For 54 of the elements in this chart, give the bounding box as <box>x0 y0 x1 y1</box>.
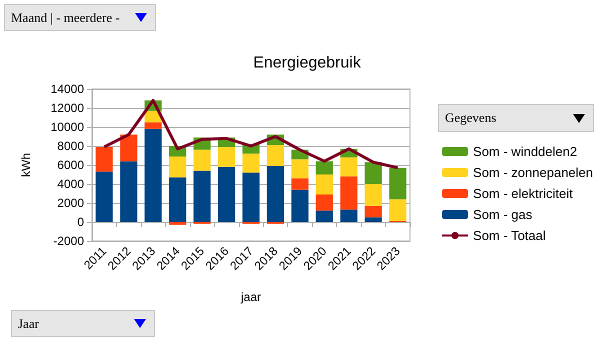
bar <box>389 199 406 222</box>
y-tick-label: 12000 <box>50 101 84 115</box>
bar <box>169 222 186 225</box>
bar <box>316 210 333 222</box>
y-tick-label: 6000 <box>57 158 84 172</box>
bar <box>266 145 284 166</box>
y-tick-label: 2000 <box>57 196 84 210</box>
bar <box>316 161 333 174</box>
y-tick-label: 8000 <box>57 139 84 153</box>
line-series <box>102 98 400 170</box>
bar <box>340 157 358 176</box>
bar <box>194 150 211 171</box>
bar <box>364 217 382 222</box>
legend-label: Som - elektriciteit <box>473 186 574 201</box>
bar <box>144 128 162 222</box>
bar <box>96 172 113 222</box>
bar <box>389 168 406 200</box>
bar <box>316 194 333 211</box>
bar <box>291 190 308 222</box>
bar <box>144 122 162 129</box>
bar <box>364 206 382 218</box>
bar <box>218 146 236 167</box>
x-axis-title: jaar <box>240 290 262 304</box>
y-tick-label: 0 <box>77 215 84 229</box>
y-tick-label: -2000 <box>53 234 84 248</box>
bar <box>242 154 260 173</box>
y-tick-label: 4000 <box>57 177 84 191</box>
bar <box>169 177 186 222</box>
legend-label: Som - winddelen2 <box>473 144 578 159</box>
bar <box>316 174 333 194</box>
bar <box>340 210 358 222</box>
bar <box>194 170 211 222</box>
bar <box>266 166 284 222</box>
chart-title: Energiegebruik <box>253 54 362 72</box>
bar <box>291 159 308 178</box>
y-axis-title: kWh <box>19 153 33 177</box>
bar <box>291 178 308 190</box>
bar <box>364 184 382 206</box>
legend-label: Som - Totaal <box>473 228 546 243</box>
legend-label: Som - zonnepanelen <box>473 165 594 180</box>
bar <box>96 146 113 172</box>
dropdown-field: Jaar <box>11 310 155 337</box>
dropdown-field: Gegevens <box>438 104 594 132</box>
bar <box>120 161 138 222</box>
bar <box>120 134 138 162</box>
legend-label: Som - gas <box>473 207 533 222</box>
bar <box>218 166 236 222</box>
bar <box>340 176 358 210</box>
bar <box>242 172 260 222</box>
y-tick-label: 10000 <box>50 120 84 134</box>
dropdown-field: Maand | - meerdere - <box>4 4 156 31</box>
bar <box>169 156 186 178</box>
bar <box>364 162 382 184</box>
y-tick-label: 14000 <box>50 82 84 96</box>
